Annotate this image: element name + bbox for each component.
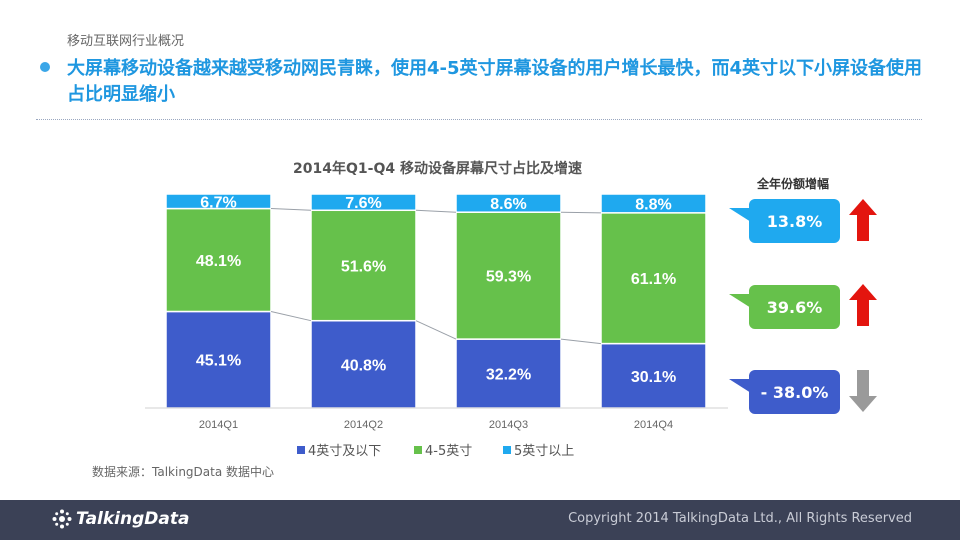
data-label-small-2014Q4: 30.1%	[631, 369, 676, 386]
growth-callout-large: 13.8%	[729, 199, 840, 243]
legend-swatch-mid	[414, 445, 422, 454]
growth-panel-header: 全年份额增幅	[756, 177, 829, 191]
down-arrow-icon	[849, 370, 877, 412]
section-title: 移动互联网行业概况	[67, 34, 185, 49]
legend-label-large: 5英寸以上	[514, 444, 575, 459]
x-tick-label-2014Q2: 2014Q2	[344, 419, 383, 431]
bar-segment-small-2014Q4	[600, 342, 707, 409]
legend-item-large: 5英寸以上	[503, 440, 574, 459]
up-arrow-icon	[849, 284, 877, 326]
legend-swatch-large	[503, 445, 511, 454]
data-label-small-2014Q2: 40.8%	[341, 357, 386, 374]
legend-swatch-small	[297, 445, 305, 454]
growth-value-small: - 38.0%	[760, 382, 829, 402]
growth-callout-mid: 39.6%	[729, 285, 840, 329]
bar-segment-large-2014Q4	[600, 193, 707, 214]
growth-callout-small: - 38.0%	[729, 370, 840, 414]
growth-value-large: 13.8%	[766, 211, 823, 231]
source-note: 数据来源：TalkingData 数据中心	[92, 465, 275, 479]
data-label-large-2014Q4: 8.8%	[635, 196, 671, 213]
footer-bar: TalkingData Copyright 2014 TalkingData L…	[0, 500, 960, 540]
connector-line-small-2014Q2	[415, 320, 457, 340]
footer-copyright: Copyright 2014 TalkingData Ltd., All Rig…	[568, 511, 912, 526]
x-tick-label-2014Q1: 2014Q1	[199, 419, 238, 431]
up-arrow-icon	[849, 199, 877, 241]
bar-segment-large-2014Q2	[310, 193, 417, 212]
chart-title: 2014年Q1-Q4 移动设备屏幕尺寸占比及增速	[293, 161, 582, 177]
footer-logo-text: TalkingData	[76, 509, 190, 529]
headline: 大屏幕移动设备越来越受移动网民青睐，使用4-5英寸屏幕设备的用户增长最快，而4英…	[67, 58, 923, 105]
growth-value-mid: 39.6%	[766, 297, 823, 317]
data-label-mid-2014Q4: 61.1%	[631, 271, 676, 288]
bar-segment-small-2014Q2	[310, 319, 417, 409]
bar-segment-mid-2014Q1	[165, 207, 272, 313]
legend-label-mid: 4-5英寸	[425, 444, 473, 459]
x-tick-label-2014Q4: 2014Q4	[634, 419, 673, 431]
dotted-divider	[36, 119, 922, 120]
connector-line-small-2014Q1	[270, 310, 312, 322]
data-label-mid-2014Q3: 59.3%	[486, 269, 531, 286]
data-label-small-2014Q1: 45.1%	[196, 353, 241, 370]
bullet-dot	[40, 62, 50, 72]
bar-segment-large-2014Q1	[165, 193, 272, 210]
data-label-small-2014Q3: 32.2%	[486, 367, 531, 384]
bar-segment-mid-2014Q2	[310, 209, 417, 322]
connector-line-mid-2014Q2	[415, 209, 457, 213]
legend-label-small: 4英寸及以下	[308, 444, 382, 459]
connector-line-small-2014Q3	[560, 338, 602, 345]
data-label-mid-2014Q2: 51.6%	[341, 258, 386, 275]
x-tick-label-2014Q3: 2014Q3	[489, 419, 528, 431]
data-label-large-2014Q2: 7.6%	[345, 195, 381, 212]
data-label-mid-2014Q1: 48.1%	[196, 253, 241, 270]
legend-item-small: 4英寸及以下	[297, 440, 381, 459]
connector-line-mid-2014Q1	[270, 208, 312, 211]
bar-segment-mid-2014Q4	[600, 212, 707, 345]
chart-legend: 4英寸及以下 4-5英寸 5英寸以上	[0, 440, 960, 460]
talkingdata-logo-icon	[52, 509, 72, 529]
legend-item-mid: 4-5英寸	[414, 440, 472, 459]
connector-line-mid-2014Q3	[560, 211, 602, 214]
footer-logo: TalkingData	[52, 509, 189, 529]
data-label-large-2014Q3: 8.6%	[490, 196, 526, 213]
data-label-large-2014Q1: 6.7%	[200, 194, 236, 211]
bar-segment-large-2014Q3	[455, 193, 562, 213]
